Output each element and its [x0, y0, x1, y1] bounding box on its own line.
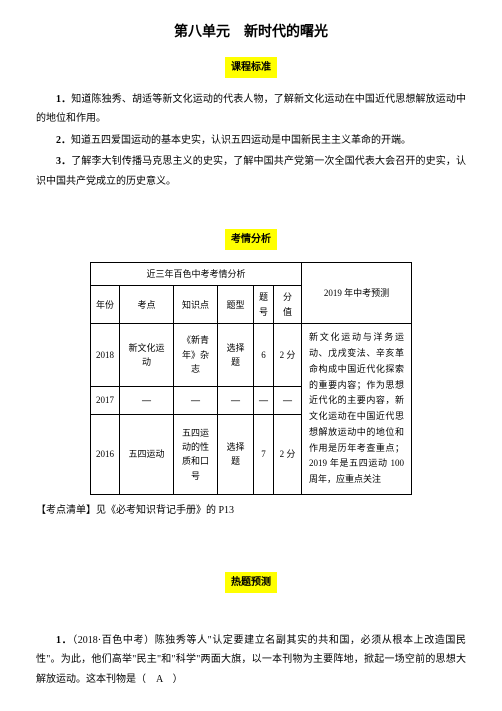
cell-point: —	[119, 386, 173, 414]
cell-year: 2018	[90, 324, 119, 387]
para-num: 3．	[56, 156, 71, 167]
col-score: 分值	[274, 286, 302, 324]
para-text: 知道陈独秀、胡适等新文化运动的代表人物，了解新文化运动在中国近代思想解放运动中的…	[36, 94, 466, 125]
cell-num: 7	[253, 414, 273, 494]
hotspot-question: 1．（2018·百色中考）陈独秀等人"认定要建立名副其实的共和国，必须从根本上改…	[36, 631, 466, 690]
cell-num: —	[253, 386, 273, 414]
standard-label-wrap: 课程标准	[36, 57, 466, 84]
standard-para-1: 1．知道陈独秀、胡适等新文化运动的代表人物，了解新文化运动在中国近代思想解放运动…	[36, 90, 466, 129]
analysis-table: 近三年百色中考考情分析 2019 年中考预测 年份 考点 知识点 题型 题号 分…	[90, 262, 412, 495]
analysis-footnote: 【考点清单】见《必考知识背记手册》的 P13	[36, 501, 466, 520]
para-text: 知道五四爱国运动的基本史实，认识五四运动是中国新民主主义革命的开端。	[71, 135, 411, 146]
cell-point: 新文化运动	[119, 324, 173, 387]
analysis-table-wrap: 近三年百色中考考情分析 2019 年中考预测 年份 考点 知识点 题型 题号 分…	[36, 262, 466, 495]
question-num: 1．	[56, 635, 72, 646]
hotspot-label: 热题预测	[225, 572, 277, 593]
standard-label: 课程标准	[225, 57, 277, 78]
cell-type: —	[217, 386, 253, 414]
col-type: 题型	[217, 286, 253, 324]
table-header-right: 2019 年中考预测	[302, 263, 412, 324]
cell-know: 《新青年》杂志	[173, 324, 217, 387]
cell-point: 五四运动	[119, 414, 173, 494]
cell-num: 6	[253, 324, 273, 387]
page-title: 第八单元 新时代的曙光	[36, 18, 466, 45]
cell-score: 2 分	[274, 324, 302, 387]
para-num: 2．	[56, 135, 71, 146]
standard-para-3: 3．了解李大钊传播马克思主义的史实，了解中国共产党第一次全国代表大会召开的史实，…	[36, 152, 466, 191]
table-row: 2018 新文化运动 《新青年》杂志 选择题 6 2 分 新文化运动与洋务运动、…	[90, 324, 411, 387]
table-header-merged: 近三年百色中考考情分析	[90, 263, 301, 286]
cell-type: 选择题	[217, 324, 253, 387]
cell-score: —	[274, 386, 302, 414]
col-year: 年份	[90, 286, 119, 324]
cell-type: 选择题	[217, 414, 253, 494]
analysis-label: 考情分析	[225, 229, 277, 250]
standard-para-2: 2．知道五四爱国运动的基本史实，认识五四运动是中国新民主主义革命的开端。	[36, 131, 466, 151]
cell-prediction: 新文化运动与洋务运动、戊戌变法、辛亥革命构成中国近代化探索的重要内容；作为思想近…	[302, 324, 412, 495]
cell-score: 2 分	[274, 414, 302, 494]
analysis-label-wrap: 考情分析	[36, 229, 466, 256]
para-num: 1．	[56, 94, 71, 105]
col-know: 知识点	[173, 286, 217, 324]
hotspot-label-wrap: 热题预测	[36, 572, 466, 599]
cell-know: 五四运动的性质和口号	[173, 414, 217, 494]
col-point: 考点	[119, 286, 173, 324]
cell-know: —	[173, 386, 217, 414]
col-num: 题号	[253, 286, 273, 324]
cell-year: 2016	[90, 414, 119, 494]
cell-year: 2017	[90, 386, 119, 414]
question-source: （2018·百色中考）	[72, 635, 155, 646]
para-text: 了解李大钊传播马克思主义的史实，了解中国共产党第一次全国代表大会召开的史实，认识…	[36, 156, 466, 187]
